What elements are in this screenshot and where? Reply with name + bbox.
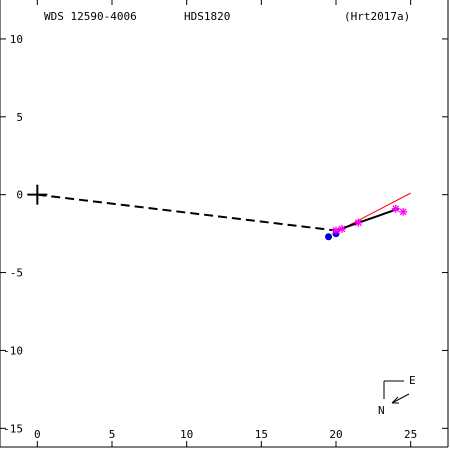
header-wds: WDS 12590-4006: [44, 10, 137, 23]
measurement-points: [325, 204, 408, 241]
measurement-dot: [325, 233, 333, 241]
measurement-star: [391, 204, 400, 213]
x-tick-label: 5: [109, 428, 116, 441]
measurement-star: [337, 224, 346, 233]
solid-line: [335, 207, 400, 232]
y-tick-label: -15: [3, 422, 23, 435]
y-tick-label: 5: [16, 111, 23, 124]
compass-arrow-shaft: [391, 393, 410, 404]
y-tick-label: -5: [10, 267, 23, 280]
compass: E N: [378, 374, 416, 417]
x-tick-label: 0: [34, 428, 41, 441]
x-tick-label: 25: [404, 428, 417, 441]
primary-star-marker: [27, 184, 48, 205]
y-tick-label: -10: [3, 344, 23, 357]
x-tick-label: 15: [255, 428, 268, 441]
compass-north-label: N: [378, 404, 385, 417]
dashed-line: [37, 193, 337, 232]
star-stroke-d2: [354, 219, 362, 227]
compass-arrowhead-a: [391, 396, 399, 404]
header-hds: HDS1820: [184, 10, 230, 23]
x-tick-label: 10: [180, 428, 193, 441]
star-stroke-d2: [399, 208, 407, 216]
y-tick-label: 10: [10, 33, 23, 46]
header-ref: (Hrt2017a): [344, 10, 410, 23]
measurement-star: [399, 207, 408, 216]
star-stroke-d2: [392, 205, 400, 213]
compass-east-label: E: [409, 374, 416, 387]
axis-tick-labels: 0 5 10 15 20 25 10 5 0 -5 -10 -15: [3, 33, 417, 441]
y-tick-label: 0: [16, 189, 23, 202]
orbit-lines: [37, 192, 411, 233]
x-tick-label: 20: [329, 428, 342, 441]
measurement-star: [354, 218, 363, 227]
star-stroke-d2: [338, 225, 346, 233]
measurement-star: [332, 226, 340, 235]
